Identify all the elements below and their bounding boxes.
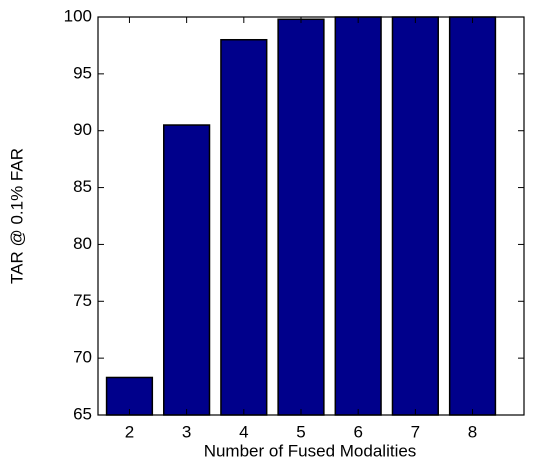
y-tick-label: 70 [73,348,92,367]
y-tick-label: 65 [73,404,92,423]
x-tick-label: 2 [125,422,134,441]
bar [448,16,497,416]
x-tick-label: 8 [468,422,477,441]
plot-frame [97,16,525,416]
bar [105,376,154,416]
bar [391,16,439,416]
bar [277,18,325,416]
bar [163,124,211,416]
bar [334,16,382,416]
x-tick-label: 5 [296,422,305,441]
bar [220,38,268,416]
y-tick-label: 80 [73,234,92,253]
x-tick-label: 4 [239,422,248,441]
x-tick-label: 7 [411,422,420,441]
x-tick-label: 3 [182,422,191,441]
x-tick-label: 6 [353,422,362,441]
y-tick-label: 75 [73,291,92,310]
y-tick-label: 95 [73,63,92,82]
y-tick-label: 90 [73,120,92,139]
y-tick-label: 85 [73,177,92,196]
y-axis-label: TAR @ 0.1% FAR [7,148,26,284]
x-axis-label: Number of Fused Modalities [204,441,417,460]
y-tick-label: 100 [64,6,92,25]
